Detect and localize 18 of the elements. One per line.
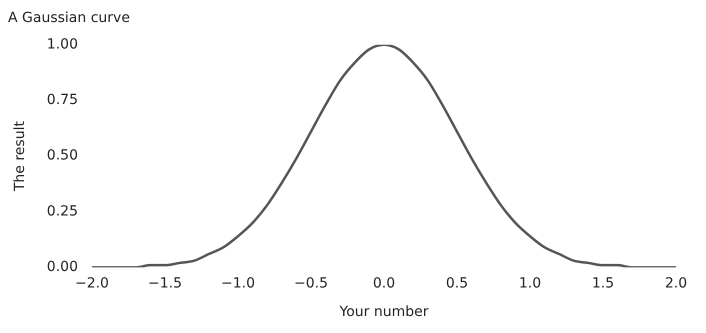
x-tick-label: 1.5 bbox=[592, 275, 614, 292]
chart-title: A Gaussian curve bbox=[8, 10, 130, 26]
y-tick-label: 0.75 bbox=[46, 92, 78, 108]
x-tick-label: 2.0 bbox=[664, 275, 688, 292]
x-tick-label: −1.0 bbox=[220, 275, 255, 292]
x-tick-label: −0.5 bbox=[294, 275, 328, 292]
x-tick-label: −1.5 bbox=[148, 275, 182, 292]
line-series bbox=[92, 44, 676, 268]
x-tick-label: 0.5 bbox=[446, 275, 468, 292]
y-tick-label: 0.50 bbox=[46, 148, 78, 164]
y-axis-title: The result bbox=[12, 120, 28, 192]
y-tick-label: 0.25 bbox=[46, 203, 78, 220]
x-axis-title: Your number bbox=[338, 304, 429, 320]
x-tick-label: −2.0 bbox=[74, 275, 109, 292]
x-tick-label: 1.0 bbox=[518, 275, 542, 292]
y-tick-label: 0.00 bbox=[46, 259, 78, 276]
x-tick-label: 0.0 bbox=[372, 275, 396, 292]
y-tick-label: 1.00 bbox=[46, 36, 78, 52]
